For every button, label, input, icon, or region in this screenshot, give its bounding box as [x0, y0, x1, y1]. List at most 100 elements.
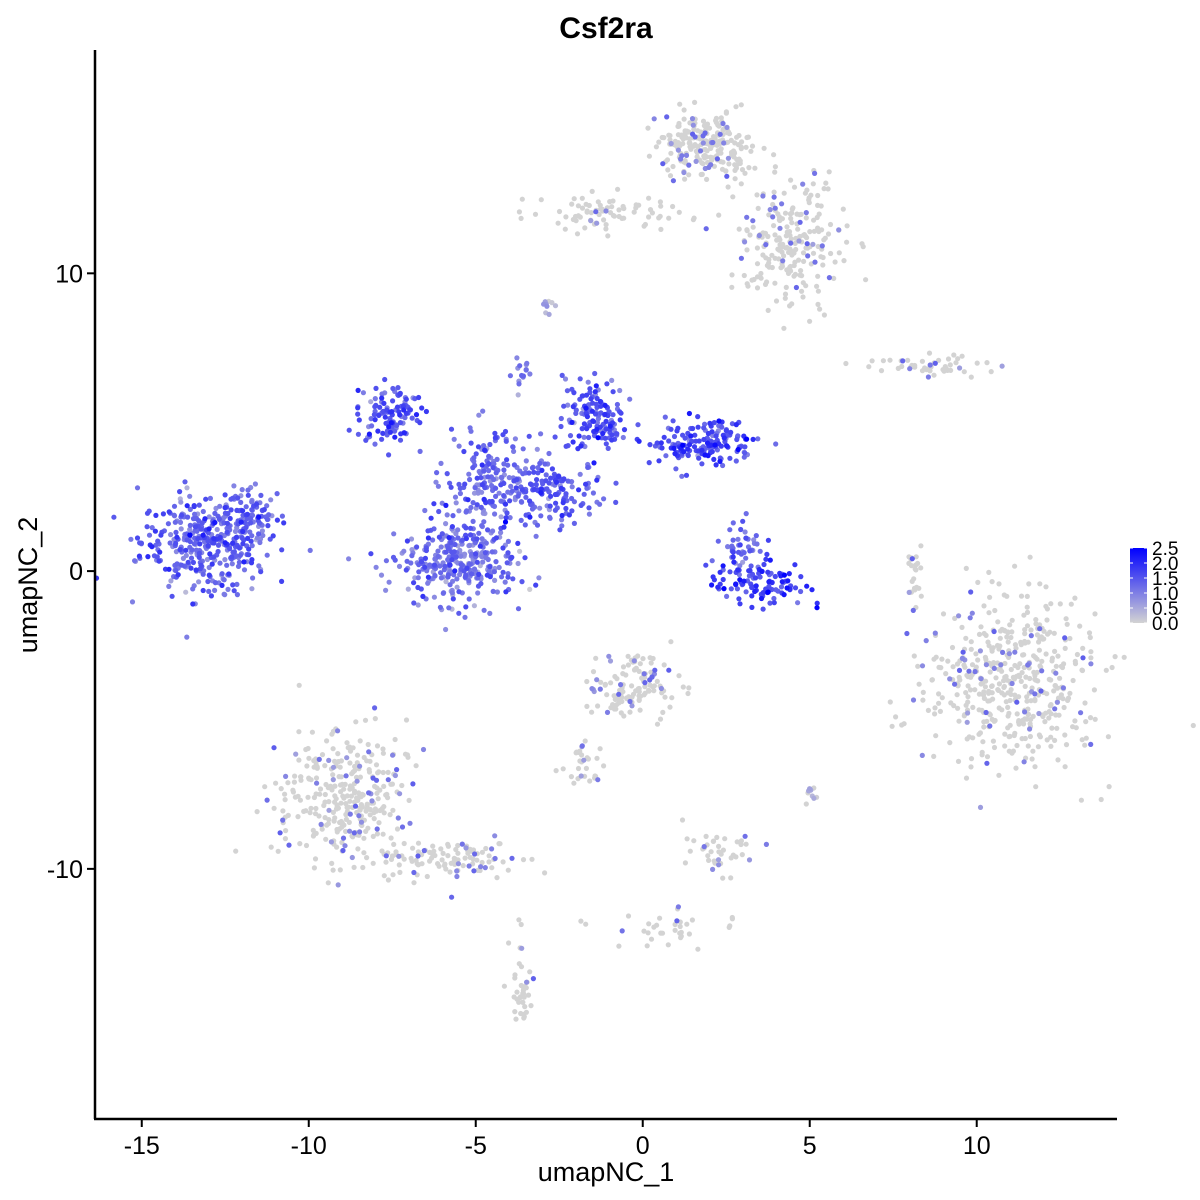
- cell-point: [798, 588, 804, 595]
- cell-point: [1006, 734, 1012, 740]
- cell-point: [155, 538, 161, 544]
- cell-point: [290, 787, 296, 793]
- cell-point: [347, 748, 354, 754]
- cell-point: [651, 683, 658, 689]
- cell-point: [335, 759, 341, 765]
- cell-point: [1055, 653, 1061, 659]
- cell-point: [153, 542, 159, 548]
- cell-point: [648, 936, 655, 942]
- cell-point: [986, 688, 992, 695]
- cell-point: [187, 526, 193, 533]
- cell-point: [234, 592, 240, 598]
- cell-point: [625, 662, 632, 668]
- cell-point: [187, 493, 193, 499]
- cell-point: [390, 752, 396, 758]
- cell-point: [227, 545, 233, 552]
- cell-point: [613, 499, 619, 505]
- cell-point: [765, 233, 771, 240]
- cell-point: [743, 144, 749, 150]
- cell-point: [744, 134, 750, 141]
- cell-point: [651, 116, 657, 122]
- cell-point: [476, 530, 482, 536]
- cell-point: [581, 421, 588, 427]
- cell-point: [501, 524, 507, 530]
- cell-point: [222, 492, 228, 498]
- cell-point: [735, 567, 741, 573]
- cell-point: [800, 181, 806, 187]
- cell-point: [779, 579, 785, 585]
- cell-point: [686, 129, 692, 135]
- cell-point: [401, 407, 407, 413]
- cell-point: [390, 807, 396, 813]
- cell-point: [347, 811, 353, 817]
- cell-point: [565, 478, 571, 484]
- cell-point: [767, 557, 773, 563]
- cell-point: [821, 237, 827, 243]
- cell-point: [274, 517, 280, 523]
- cell-point: [807, 229, 813, 235]
- cell-point: [467, 532, 474, 538]
- cell-point: [330, 764, 337, 770]
- cell-point: [403, 567, 409, 573]
- cell-point: [410, 781, 416, 787]
- cell-point: [347, 786, 353, 792]
- cell-point: [198, 562, 204, 568]
- cell-point: [734, 161, 740, 168]
- cell-point: [177, 489, 183, 495]
- cell-point: [408, 855, 414, 862]
- cell-point: [397, 390, 403, 396]
- cell-point: [754, 192, 760, 198]
- cell-point: [396, 862, 402, 868]
- cell-point: [610, 212, 617, 219]
- cell-point: [697, 148, 704, 154]
- cell-point: [280, 808, 286, 814]
- cell-point: [933, 733, 939, 739]
- cell-point: [404, 558, 410, 564]
- cell-point: [531, 469, 537, 475]
- cell-point: [843, 360, 849, 367]
- cell-point: [347, 828, 353, 834]
- cell-point: [187, 539, 193, 545]
- cell-point: [167, 540, 173, 546]
- cell-point: [383, 558, 389, 564]
- cell-point: [168, 532, 174, 538]
- cell-point: [522, 522, 528, 528]
- cell-point: [597, 398, 604, 405]
- cell-point: [222, 557, 228, 563]
- cell-point: [479, 462, 485, 468]
- cell-point: [964, 736, 970, 742]
- cell-point: [409, 553, 415, 559]
- cell-point: [796, 257, 802, 263]
- cell-point: [790, 205, 796, 211]
- cell-point: [826, 275, 833, 281]
- cell-point: [324, 738, 330, 744]
- cell-point: [483, 540, 489, 546]
- cell-point: [431, 501, 437, 507]
- cell-point: [1052, 648, 1058, 655]
- cell-point: [1082, 700, 1088, 706]
- cell-point: [968, 374, 974, 380]
- cell-point: [234, 581, 240, 588]
- cell-point: [1014, 711, 1020, 717]
- cell-point: [770, 214, 776, 220]
- cell-point: [735, 549, 742, 555]
- cell-point: [932, 705, 938, 711]
- cell-point: [702, 130, 708, 136]
- cell-point: [945, 356, 952, 362]
- cell-point: [249, 533, 255, 539]
- cell-point: [631, 658, 637, 664]
- cell-point: [1005, 704, 1011, 711]
- cell-point: [975, 657, 981, 663]
- cell-point: [533, 533, 539, 539]
- cell-point: [1004, 634, 1010, 640]
- cell-point: [313, 775, 320, 781]
- x-tick-label: -15: [124, 1132, 160, 1160]
- cell-point: [366, 769, 373, 775]
- cell-point: [457, 490, 463, 497]
- cell-point: [244, 511, 250, 517]
- cell-point: [979, 752, 985, 758]
- cell-point: [587, 778, 593, 784]
- cell-point: [278, 786, 284, 792]
- cell-point: [493, 535, 499, 541]
- cell-point: [811, 795, 817, 801]
